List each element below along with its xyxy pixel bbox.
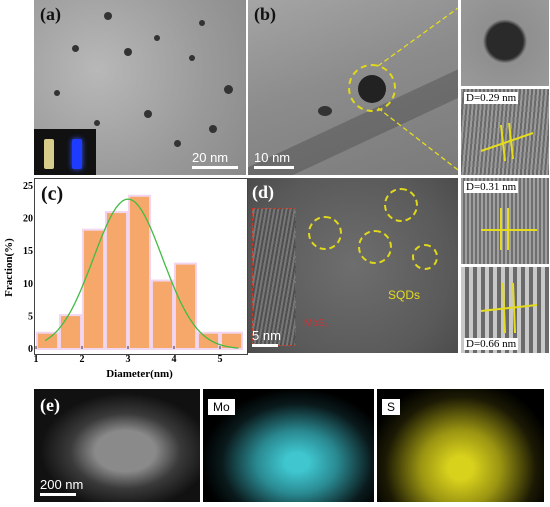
sqd-circle <box>384 188 418 222</box>
zoom-dot-image <box>461 0 549 86</box>
element-label-mo: Mo <box>208 399 235 415</box>
scale-bar-b: 10 nm <box>254 150 294 169</box>
fringe-spacing-label: D=0.31 nm <box>464 181 519 193</box>
histogram-bar <box>58 314 83 350</box>
histogram-bar <box>127 194 152 351</box>
vial-uv <box>72 139 82 169</box>
histogram-bar <box>35 331 60 350</box>
panel-letter-d: (d) <box>252 182 274 202</box>
nanoparticle <box>209 125 217 133</box>
y-tick-label: 20 <box>23 214 33 225</box>
zoom-guides <box>377 7 458 171</box>
gaussian-fit-line <box>44 198 239 349</box>
y-tick-label: 0 <box>28 344 33 355</box>
y-axis-label: Fraction(%) <box>3 238 15 297</box>
element-label-s: S <box>382 399 401 415</box>
tem-image-a: (a) 20 nm <box>34 0 246 175</box>
fringe-marker <box>480 282 538 334</box>
histogram-bar <box>150 279 175 350</box>
x-tick-label: 5 <box>218 354 223 365</box>
scale-bar-a: 20 nm <box>192 150 238 169</box>
y-tick-label: 10 <box>23 279 33 290</box>
sqd-circle <box>308 216 342 250</box>
panel-letter-a: (a) <box>40 4 61 24</box>
histogram-bar <box>104 211 129 350</box>
scale-bar-label: 5 nm <box>252 328 281 343</box>
eds-map-s: S <box>377 389 544 502</box>
panel-letter-c: (c) <box>41 183 64 205</box>
x-tick-label: 1 <box>34 354 39 365</box>
nanoparticle <box>144 110 152 118</box>
nanoparticle <box>318 106 332 116</box>
sqd-circle <box>412 244 438 270</box>
fringe-image-b: D=0.29 nm <box>461 89 549 175</box>
mos2-region <box>252 208 296 346</box>
histogram: 1 2 3 4 5 0 5 10 15 20 25 Diameter(nm) Fraction(%) <box>3 181 244 380</box>
nanoparticle <box>94 120 100 126</box>
fringe-spacing-label: D=0.29 nm <box>464 92 519 104</box>
y-tick-label: 15 <box>23 246 33 257</box>
nanoparticle <box>72 45 79 52</box>
scale-bar-d: 5 nm <box>252 328 281 347</box>
fringe-image-d1: D=0.31 nm <box>461 178 549 264</box>
nanoparticle <box>54 90 60 96</box>
nanoparticle <box>189 55 195 61</box>
x-tick-label: 3 <box>126 354 131 365</box>
scale-bar-label: 10 nm <box>254 150 291 165</box>
panel-letter-e: (e) <box>40 395 60 415</box>
scale-bar-label: 200 nm <box>40 477 84 492</box>
sqd-label: SQDs <box>388 288 421 302</box>
histogram-bar <box>81 228 106 350</box>
fringe-marker <box>481 208 537 250</box>
tem-image-b: (b) 10 nm <box>248 0 458 175</box>
nanoparticle <box>154 35 160 41</box>
scale-bar-e: 200 nm <box>40 477 83 496</box>
nanoparticle <box>224 85 233 94</box>
sem-image-e: (e) 200 nm <box>34 389 200 502</box>
x-axis-label: Diameter(nm) <box>106 368 173 380</box>
highlight-circle <box>348 64 396 112</box>
tem-image-d: MoS₂ SQDs (d) 5 nm <box>248 178 458 353</box>
eds-map-mo: Mo <box>203 389 374 502</box>
fringe-marker <box>480 122 534 162</box>
x-tick-label: 4 <box>172 354 177 365</box>
y-tick-label: 25 <box>23 181 33 192</box>
histogram-bar <box>196 331 221 350</box>
nanoparticle <box>104 12 112 20</box>
histogram-bar <box>173 262 198 350</box>
nanoparticle <box>124 48 132 56</box>
vial-inset <box>34 129 96 175</box>
scale-bar-label: 20 nm <box>192 150 229 165</box>
y-tick-label: 5 <box>28 311 33 322</box>
x-tick-label: 2 <box>80 354 85 365</box>
mos2-label: MoS₂ <box>304 318 329 329</box>
panel-letter-b: (b) <box>254 4 276 24</box>
vial-daylight <box>44 139 54 169</box>
fringe-image-d2: D=0.66 nm <box>461 267 549 353</box>
histogram-bar <box>219 331 244 350</box>
nanoparticle <box>199 20 205 26</box>
nanoparticle <box>174 140 181 147</box>
fringe-spacing-label: D=0.66 nm <box>464 338 519 350</box>
sqd-circle <box>358 230 392 264</box>
